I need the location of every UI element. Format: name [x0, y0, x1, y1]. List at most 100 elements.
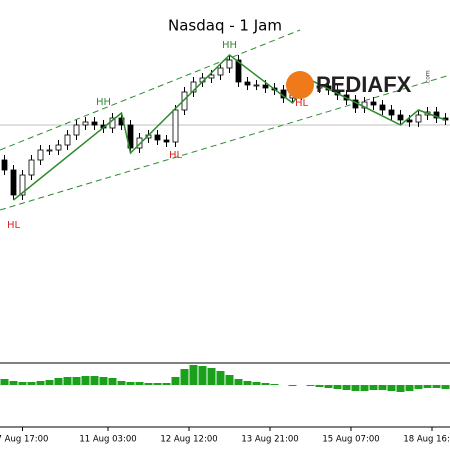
oscillator-bar	[441, 385, 450, 389]
chart-title: Nasdaq - 1 Jam	[168, 17, 282, 35]
candle-body	[55, 144, 62, 151]
oscillator-bar	[18, 382, 27, 385]
oscillator-bar	[135, 382, 144, 385]
oscillator-bar	[360, 385, 369, 391]
annotation: HH	[96, 97, 111, 108]
candle-body	[379, 104, 386, 111]
candle-body	[37, 149, 44, 161]
oscillator-bar	[306, 385, 315, 386]
oscillator-bar	[153, 383, 162, 385]
x-tick-label: 12 Aug 12:00	[160, 435, 217, 445]
oscillator-bar	[315, 385, 324, 387]
oscillator-bar	[0, 379, 9, 385]
candle-body	[397, 114, 404, 121]
logo-sub: .com	[425, 70, 432, 85]
oscillator-bar	[252, 382, 261, 385]
candle-body	[262, 84, 269, 89]
candle-body	[415, 114, 422, 123]
candle-body	[217, 67, 224, 76]
candle-body	[82, 121, 89, 126]
candle-body	[388, 109, 395, 116]
oscillator-bar	[405, 385, 414, 391]
candle-body	[316, 85, 323, 89]
candle-body	[19, 174, 26, 196]
oscillator-bar	[234, 379, 243, 385]
oscillator-bar	[198, 366, 207, 385]
oscillator-bar	[171, 377, 180, 385]
oscillator-bar	[90, 376, 99, 385]
annotation: HL	[169, 150, 183, 161]
oscillator-bar	[261, 383, 270, 385]
x-tick-label: 11 Aug 03:00	[79, 435, 136, 445]
oscillator-bar	[27, 382, 36, 385]
oscillator-bar	[117, 381, 126, 385]
oscillator-bar	[126, 382, 135, 385]
candle-body	[190, 81, 197, 93]
oscillator-bar	[9, 381, 18, 385]
oscillator-bar	[144, 383, 153, 385]
candle-body	[406, 119, 413, 123]
oscillator-bar	[378, 385, 387, 390]
oscillator-bar	[81, 376, 90, 385]
candle-body	[370, 101, 377, 106]
zigzag-line	[13, 54, 446, 201]
candle-body	[235, 59, 242, 83]
oscillator-bar	[432, 385, 441, 388]
annotation: HL	[295, 98, 309, 109]
oscillator-bar	[189, 365, 198, 385]
oscillator-bar	[387, 385, 396, 391]
x-tick-label: 15 Aug 07:00	[322, 435, 379, 445]
oscillator-bar	[216, 371, 225, 385]
candle-body	[28, 159, 35, 176]
oscillator-bar	[423, 385, 432, 388]
candle-body	[136, 137, 143, 149]
x-tick-label: 18 Aug 16:00	[403, 435, 450, 445]
candle-body	[10, 169, 17, 196]
candle-body	[127, 124, 134, 149]
x-tick-label: 13 Aug 21:00	[241, 435, 298, 445]
oscillator-bar	[72, 377, 81, 385]
oscillator-bar	[36, 381, 45, 385]
oscillator-bar	[63, 377, 72, 385]
oscillator-bar	[243, 381, 252, 385]
candle-body	[73, 124, 80, 136]
x-tick-label: 7 Aug 17:00	[0, 435, 48, 445]
channel-line	[0, 74, 450, 211]
annotation: HH	[222, 40, 237, 51]
oscillator-bar	[54, 378, 63, 385]
channel-line	[0, 29, 301, 151]
candle-body	[253, 84, 260, 87]
candle-body	[226, 59, 233, 69]
oscillator-bar	[324, 385, 333, 388]
oscillator-bar	[225, 375, 234, 385]
logo-icon	[286, 71, 314, 99]
oscillator-bar	[270, 384, 279, 385]
oscillator-bar	[369, 385, 378, 390]
logo-text: PEDIAFX	[316, 72, 412, 97]
candle-body	[208, 74, 215, 79]
oscillator-bar	[351, 385, 360, 391]
oscillator-bar	[180, 369, 189, 385]
oscillator-bar	[396, 385, 405, 392]
candle-body	[1, 159, 8, 171]
candle-body	[91, 121, 98, 126]
oscillator-bar	[99, 377, 108, 385]
annotation: HL	[7, 220, 21, 231]
candle-body	[163, 139, 170, 143]
candle-body	[64, 134, 71, 146]
oscillator-bar	[333, 385, 342, 389]
oscillator-bar	[162, 383, 171, 385]
candle-body	[244, 81, 251, 86]
oscillator-bar	[414, 385, 423, 389]
oscillator-bar	[342, 385, 351, 390]
candle-body	[172, 109, 179, 143]
candle-body	[154, 134, 161, 141]
oscillator-bar	[45, 380, 54, 385]
oscillator-bar	[288, 385, 297, 386]
oscillator-bar	[207, 368, 216, 385]
candle-body	[46, 149, 53, 152]
oscillator-bar	[108, 378, 117, 385]
logo: PEDIAFX .com	[286, 70, 432, 99]
